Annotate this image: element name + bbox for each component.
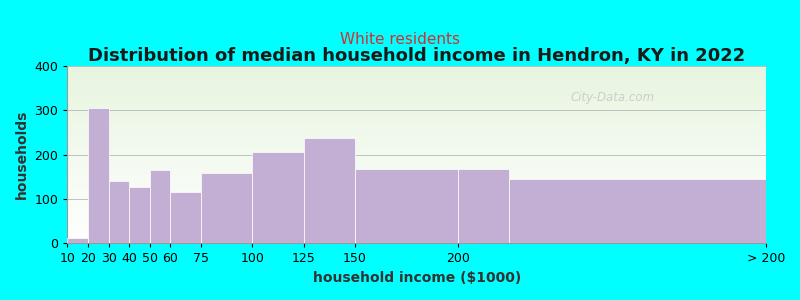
Title: Distribution of median household income in Hendron, KY in 2022: Distribution of median household income … (88, 46, 746, 64)
Bar (170, 191, 201, 243)
Bar (355, 169, 458, 243)
Text: White residents: White residents (340, 32, 460, 46)
Bar (109, 181, 129, 243)
Bar (88, 108, 109, 243)
Bar (509, 179, 766, 243)
Bar (458, 169, 509, 243)
Bar (150, 170, 170, 243)
Bar (67, 238, 88, 243)
Bar (129, 187, 150, 243)
Bar (304, 138, 355, 243)
Bar (252, 152, 304, 243)
Text: City-Data.com: City-Data.com (570, 92, 654, 104)
Bar (201, 173, 252, 243)
Y-axis label: households: households (15, 110, 29, 200)
X-axis label: household income ($1000): household income ($1000) (313, 271, 521, 285)
